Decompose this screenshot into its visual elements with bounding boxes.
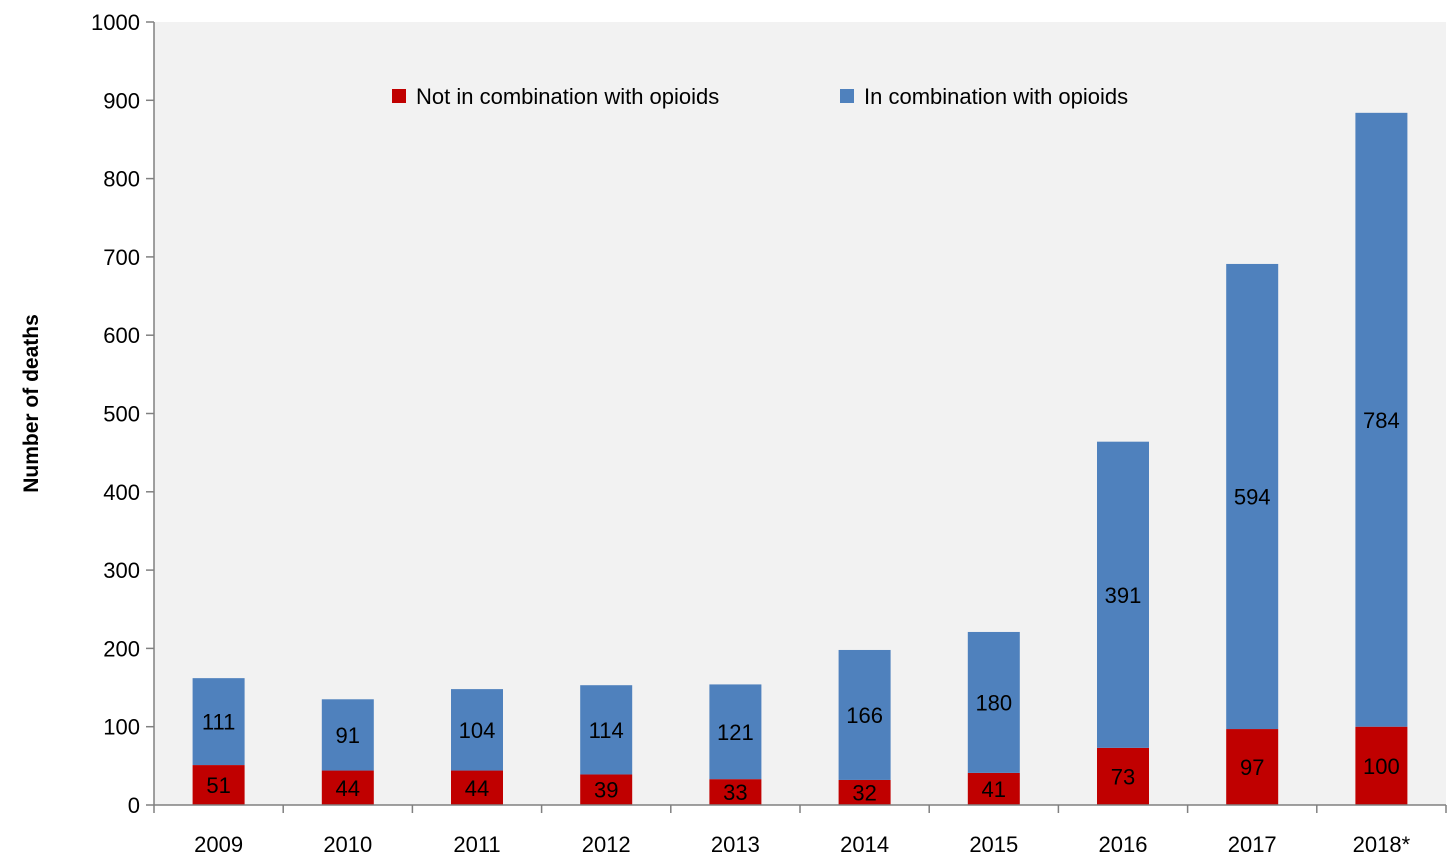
legend-label: In combination with opioids — [864, 84, 1128, 109]
bar-not-in-combination — [1226, 729, 1279, 805]
data-label: 784 — [1363, 408, 1400, 433]
bar-not-in-combination — [451, 770, 503, 805]
y-tick-label: 500 — [103, 402, 140, 427]
y-tick-label: 0 — [128, 793, 140, 818]
data-label: 41 — [982, 777, 1006, 802]
bar-in-combination — [1226, 263, 1279, 730]
data-label: 44 — [336, 776, 360, 801]
bar-not-in-combination — [967, 772, 1020, 805]
bar-not-in-combination — [838, 779, 891, 805]
data-label: 166 — [846, 703, 883, 728]
data-label: 97 — [1240, 755, 1264, 780]
y-axis-title: Number of deaths — [20, 314, 43, 493]
bar-not-in-combination — [321, 770, 374, 805]
x-tick-label: 2011 — [453, 832, 500, 857]
data-label: 91 — [336, 723, 360, 748]
y-tick-label: 900 — [103, 88, 140, 113]
bar-in-combination — [1355, 112, 1408, 727]
x-tick-label: 2017 — [1228, 832, 1277, 857]
data-label: 39 — [594, 778, 618, 803]
x-tick-label: 2012 — [582, 832, 631, 857]
data-labels: 51 111 44 91 44 104 39 114 33 121 32 166 41 180 73 391 9… — [202, 408, 1400, 806]
y-axis-ticks: 0 100 200 300 400 500 600 700 800 900 1000 — [91, 10, 154, 818]
bar-in-combination — [451, 689, 503, 771]
legend: Not in combination with opioids In combin… — [392, 84, 1128, 109]
data-label: 114 — [589, 718, 624, 743]
x-tick-label: 2010 — [323, 832, 372, 857]
bar-not-in-combination — [580, 774, 633, 805]
y-tick-label: 700 — [103, 245, 140, 270]
bar-not-in-combination — [1097, 747, 1149, 805]
data-label: 104 — [459, 718, 496, 743]
data-label: 100 — [1363, 754, 1400, 779]
bar-in-combination — [580, 685, 633, 775]
x-tick-label: 2009 — [194, 832, 243, 857]
bar-in-combination — [838, 649, 891, 780]
y-tick-label: 800 — [103, 167, 140, 192]
data-label: 32 — [852, 780, 876, 805]
y-tick-label: 600 — [103, 323, 140, 348]
legend-label: Not in combination with opioids — [416, 84, 719, 109]
x-axis-ticks: 2009 2010 2011 2012 2013 2014 2015 2016 2017 2018… — [153, 805, 1447, 857]
bar-not-in-combination — [1355, 726, 1408, 805]
y-tick-label: 300 — [103, 558, 140, 583]
data-label: 121 — [717, 720, 754, 745]
x-tick-label: 2014 — [840, 832, 889, 857]
data-label: 391 — [1105, 583, 1142, 608]
x-tick-label: 2016 — [1099, 832, 1148, 857]
data-label: 180 — [975, 690, 1012, 715]
bar-in-combination — [321, 699, 374, 771]
data-label: 111 — [202, 710, 235, 735]
data-label: 51 — [206, 773, 230, 798]
y-tick-label: 1000 — [91, 10, 140, 35]
legend-swatch — [840, 89, 854, 103]
data-label: 44 — [465, 776, 489, 801]
x-tick-label: 2013 — [711, 832, 760, 857]
data-label: 594 — [1234, 484, 1271, 509]
bar-in-combination — [1097, 441, 1149, 748]
bar-in-combination — [967, 631, 1020, 773]
y-tick-label: 200 — [103, 636, 140, 661]
y-tick-label: 400 — [103, 480, 140, 505]
legend-swatch — [392, 89, 406, 103]
bar-in-combination — [709, 684, 762, 780]
bar-not-in-combination — [709, 779, 762, 805]
x-tick-label: 2015 — [969, 832, 1018, 857]
y-tick-label: 100 — [103, 715, 140, 740]
x-tick-label: 2018* — [1353, 832, 1411, 857]
bar-not-in-combination — [192, 765, 245, 805]
data-label: 73 — [1111, 764, 1135, 789]
bars — [192, 112, 1408, 805]
bar-in-combination — [192, 678, 245, 766]
data-label: 33 — [723, 780, 747, 805]
